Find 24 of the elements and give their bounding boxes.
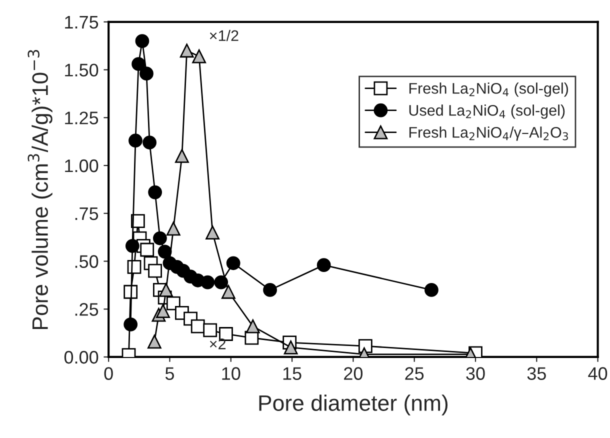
legend-label: Fresh La$_{2}$NiO$_{4}$ (sol-gel)	[409, 82, 568, 97]
y-tick-label: .75	[75, 207, 98, 220]
legend-label: Used La$_{2}$NiO$_{4}$ (sol-gel)	[409, 104, 565, 119]
x-tick-label: 5	[165, 367, 174, 380]
x-tick-label: 35	[527, 367, 546, 380]
y-tick-label: 1.00	[65, 159, 98, 172]
y-tick-label: .25	[75, 303, 98, 316]
x-tick-label: 25	[405, 367, 424, 380]
x-tick-label: 20	[344, 367, 363, 380]
x-tick-label: 30	[466, 367, 485, 380]
x-tick-label: 40	[588, 367, 608, 380]
x-tick-label: 0	[104, 367, 113, 380]
x-tick-label: 15	[283, 367, 302, 380]
annotation: ×2	[210, 338, 226, 350]
y-tick-label: 1.50	[65, 64, 98, 76]
legend-label: Fresh La$_{2}$NiO$_{4}$/γ–Al$_{2}$O$_{3}$	[409, 126, 568, 141]
x-axis-title: Pore diameter (nm)	[259, 394, 448, 416]
y-tick-label: 1.25	[65, 112, 98, 124]
y-tick-label: .50	[75, 255, 98, 268]
y-tick-label: 1.75	[65, 16, 98, 29]
x-tick-label: 10	[222, 367, 240, 380]
y-tick-label: 0.00	[64, 350, 98, 364]
y-axis-title: Pore volume (cm$^{3}$/A/g)*10$^{−3}$	[28, 50, 52, 330]
annotation: ×1/2	[210, 30, 238, 42]
